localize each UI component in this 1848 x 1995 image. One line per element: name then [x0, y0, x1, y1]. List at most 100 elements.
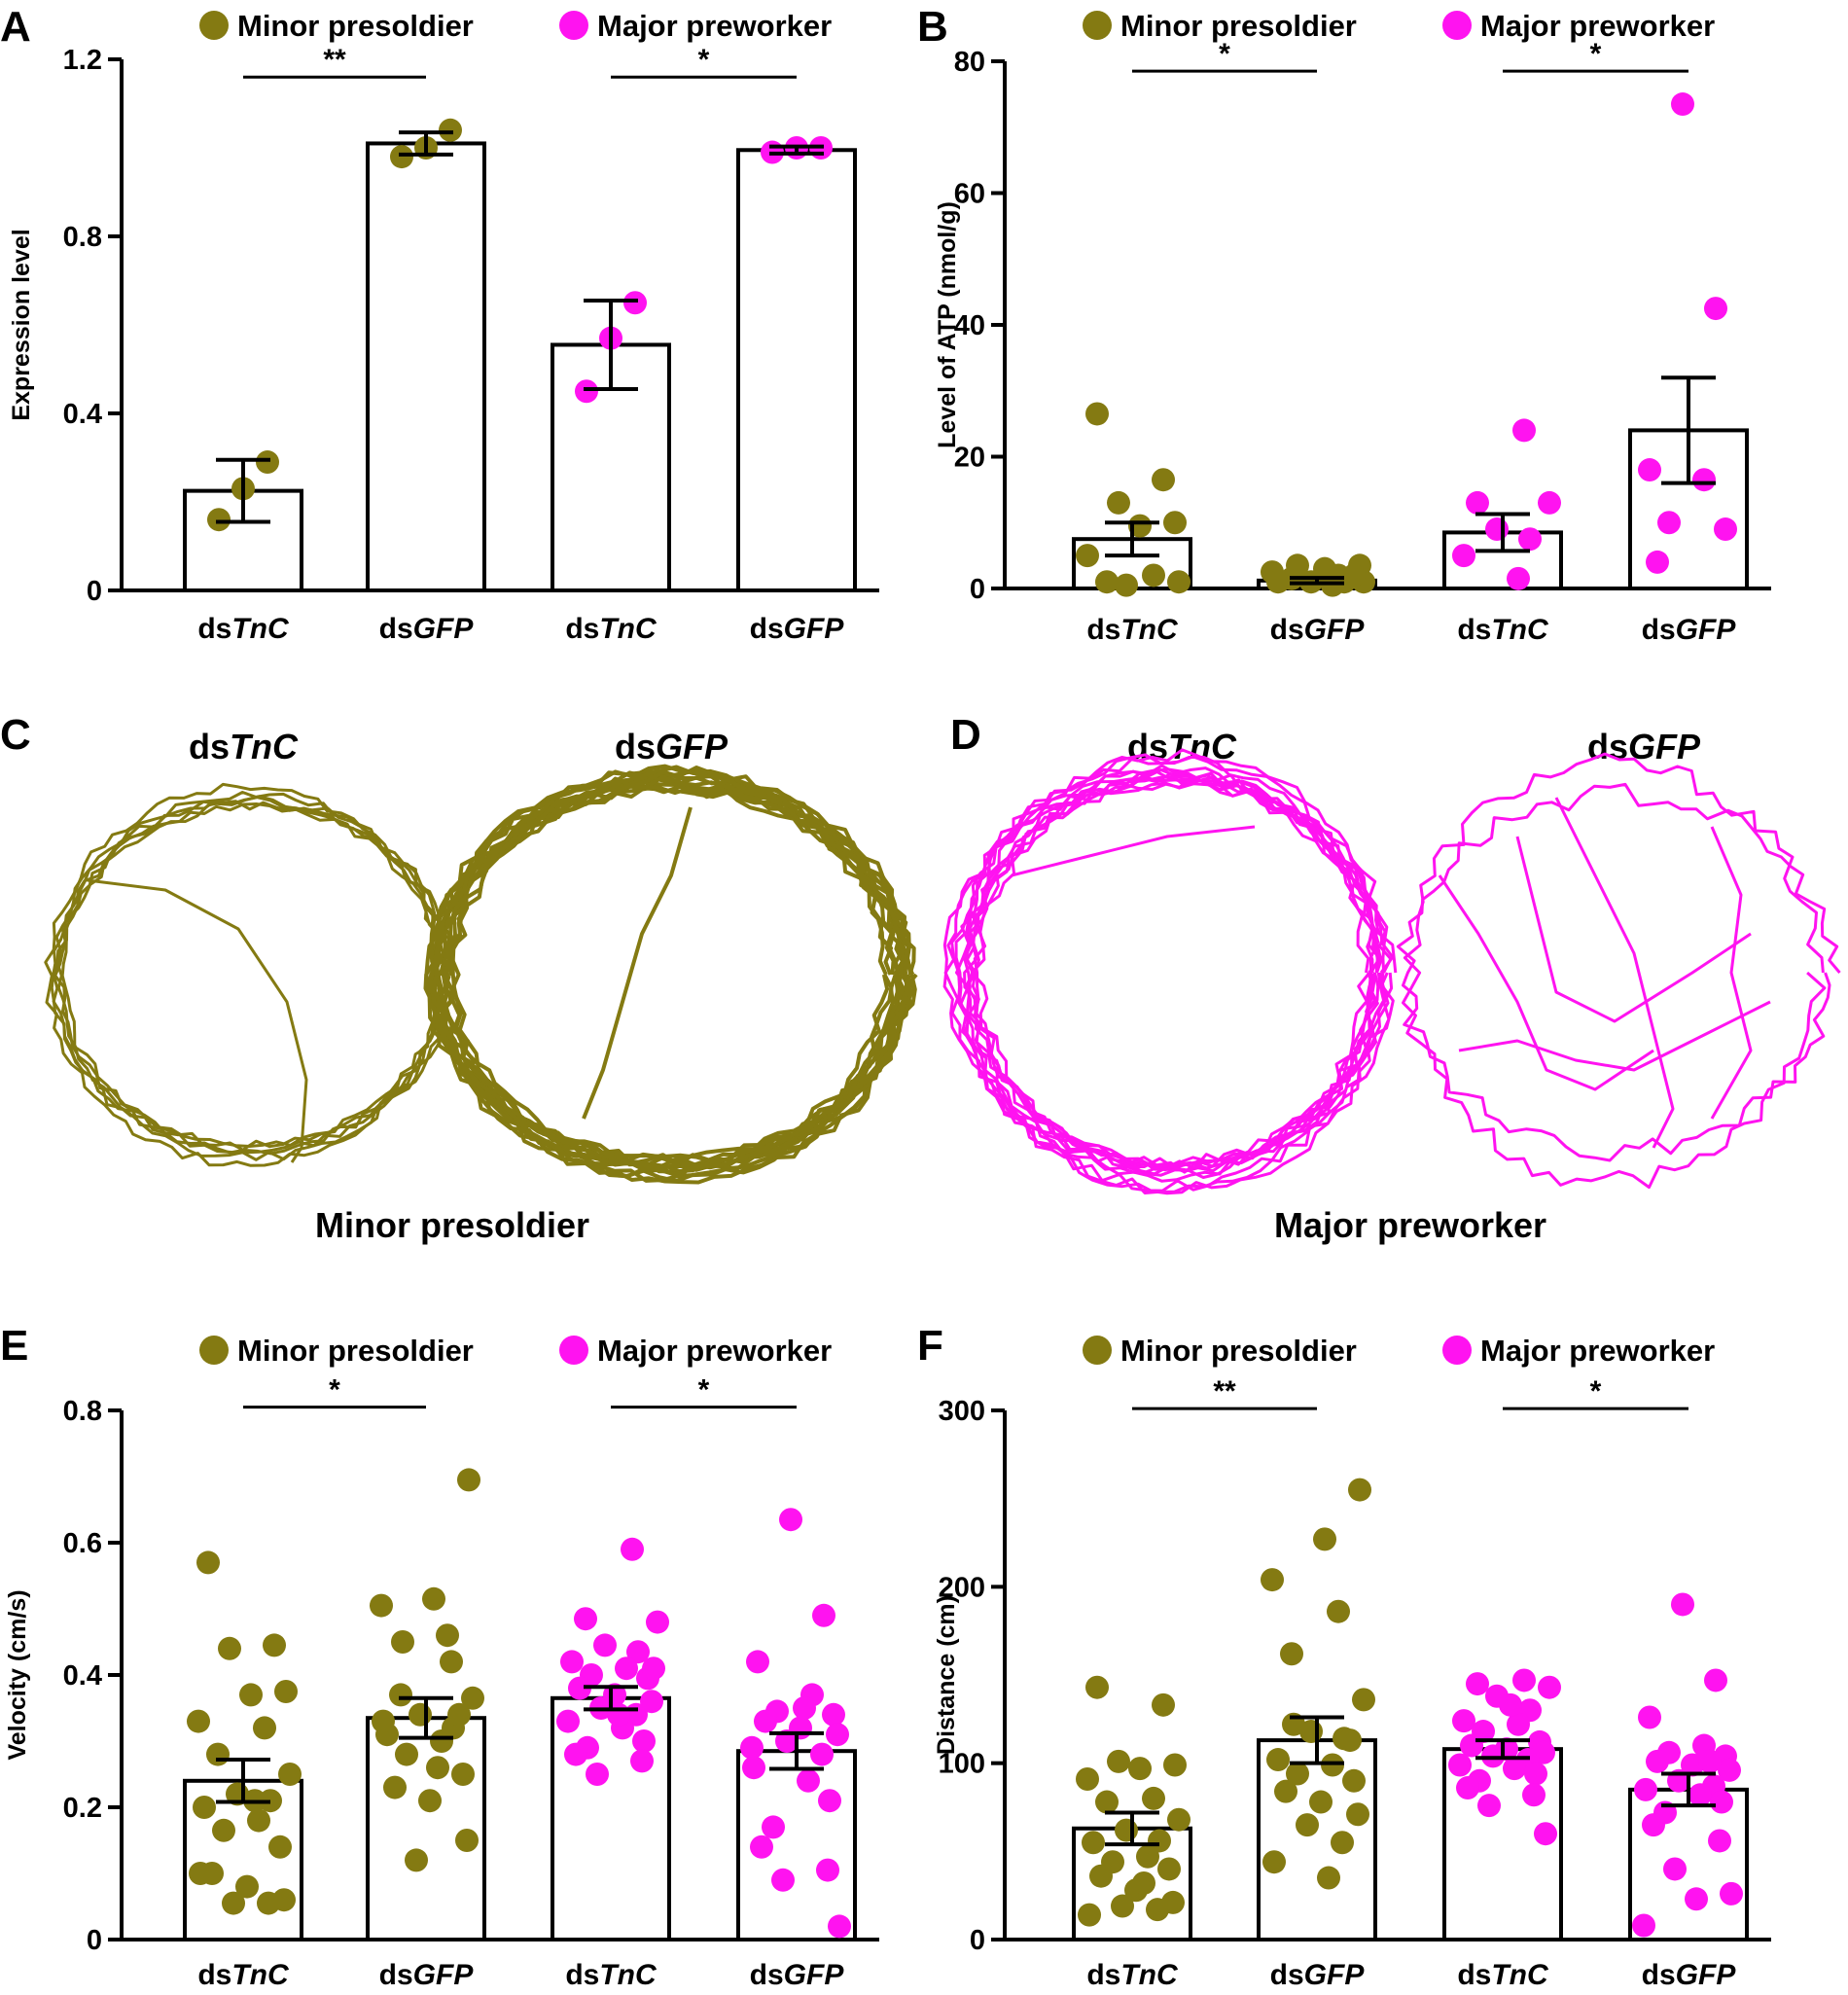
trajectory-major-dstnc	[942, 748, 1398, 1195]
data-point	[762, 1815, 785, 1839]
trajectory-path	[44, 782, 442, 1167]
data-point	[1638, 1705, 1661, 1729]
category-prefix: ds	[750, 613, 784, 645]
category-prefix: ds	[565, 613, 599, 645]
data-point	[461, 1686, 484, 1710]
data-point	[1538, 490, 1561, 515]
data-point	[560, 1650, 584, 1674]
category-gene: TnC	[1120, 1959, 1179, 1991]
data-point	[1503, 1757, 1526, 1781]
data-point	[586, 1763, 609, 1786]
data-point	[779, 1508, 802, 1532]
trajectory-minor-dsgfp	[423, 764, 918, 1185]
x-category-label: dsGFP	[750, 1959, 845, 1991]
data-point	[1534, 1822, 1557, 1846]
data-point	[1642, 1813, 1665, 1837]
data-point	[1710, 1790, 1733, 1814]
data-point	[1313, 1527, 1336, 1551]
data-point	[235, 1874, 259, 1899]
y-tick-label: 0.6	[63, 1528, 102, 1559]
data-point	[1338, 1728, 1362, 1753]
caption-minor-presoldier: Minor presoldier	[315, 1205, 589, 1245]
trajectory-path	[582, 806, 693, 1120]
data-point	[1708, 1829, 1731, 1853]
data-point	[1720, 1881, 1743, 1906]
data-point	[575, 379, 598, 404]
trajectory-path	[1011, 825, 1256, 877]
x-category-label: dsTnC	[197, 1959, 290, 1991]
x-category-label: dsGFP	[1270, 1959, 1366, 1991]
data-point	[193, 1796, 216, 1819]
category-gene: TnC	[231, 1959, 290, 1991]
data-point	[1512, 1668, 1536, 1692]
data-point	[418, 1789, 442, 1813]
data-point	[222, 1891, 245, 1915]
significance-label: *	[698, 1374, 710, 1407]
data-point	[1082, 1831, 1105, 1855]
x-category-label: dsGFP	[750, 613, 845, 645]
data-point	[1274, 1779, 1297, 1803]
data-point	[1671, 1592, 1694, 1617]
data-point	[1111, 1894, 1134, 1918]
category-prefix: ds	[197, 1959, 231, 1991]
legend-label-major: Major preworker	[597, 9, 832, 43]
significance-label: *	[329, 1374, 340, 1407]
category-prefix: ds	[1086, 1959, 1120, 1991]
category-prefix: ds	[1642, 1959, 1676, 1991]
panel-letter-e: E	[0, 1322, 28, 1370]
y-tick-label: 0.4	[63, 1660, 102, 1692]
y-tick-label: 60	[954, 179, 985, 210]
x-category-label: dsGFP	[379, 613, 475, 645]
x-category-label: dsTnC	[565, 1959, 657, 1991]
category-prefix: ds	[750, 1959, 784, 1991]
data-point	[1632, 1913, 1655, 1938]
y-tick-label: 100	[939, 1749, 985, 1780]
y-tick-label: 1.2	[63, 45, 102, 76]
trajectory-path	[954, 753, 1380, 1194]
category-gene: GFP	[1304, 1959, 1366, 1991]
data-point	[247, 1808, 270, 1833]
category-prefix: ds	[1086, 614, 1120, 646]
legend-label-minor: Minor presoldier	[1120, 1334, 1357, 1368]
data-point	[370, 1593, 393, 1618]
data-point	[1152, 468, 1175, 492]
data-point	[1646, 550, 1669, 574]
data-point	[1076, 1766, 1099, 1791]
data-point	[1078, 1903, 1101, 1927]
data-point	[574, 1607, 597, 1631]
significance-label: *	[1590, 38, 1602, 70]
data-point	[1107, 490, 1130, 515]
data-point	[754, 1709, 777, 1733]
trajectory-path	[955, 748, 1395, 1195]
legend-marker-minor	[199, 11, 229, 40]
data-point	[746, 1650, 769, 1674]
y-axis-title: Expression level	[8, 229, 35, 420]
data-point	[556, 1709, 580, 1733]
data-point	[1485, 517, 1509, 542]
data-point	[1266, 570, 1290, 594]
data-point	[239, 1683, 263, 1707]
data-point	[1286, 1762, 1309, 1786]
trajectory-path	[943, 774, 1393, 1172]
legend-marker-major	[559, 1336, 588, 1365]
data-point	[256, 450, 279, 475]
data-point	[395, 1742, 418, 1766]
legend-marker-minor	[1083, 11, 1112, 40]
data-point	[218, 1636, 241, 1660]
data-point	[828, 1914, 851, 1939]
y-tick-label: 80	[954, 47, 985, 78]
trajectory-major-dsgfp	[1396, 752, 1841, 1190]
data-point	[1309, 1790, 1333, 1814]
legend-label-minor: Minor presoldier	[237, 9, 474, 43]
category-prefix: ds	[1457, 614, 1491, 646]
data-point	[1452, 1709, 1475, 1733]
data-point	[1142, 563, 1165, 588]
data-point	[826, 1723, 849, 1747]
data-point	[1163, 511, 1187, 535]
data-point	[196, 1550, 220, 1575]
data-point	[1280, 1642, 1303, 1666]
